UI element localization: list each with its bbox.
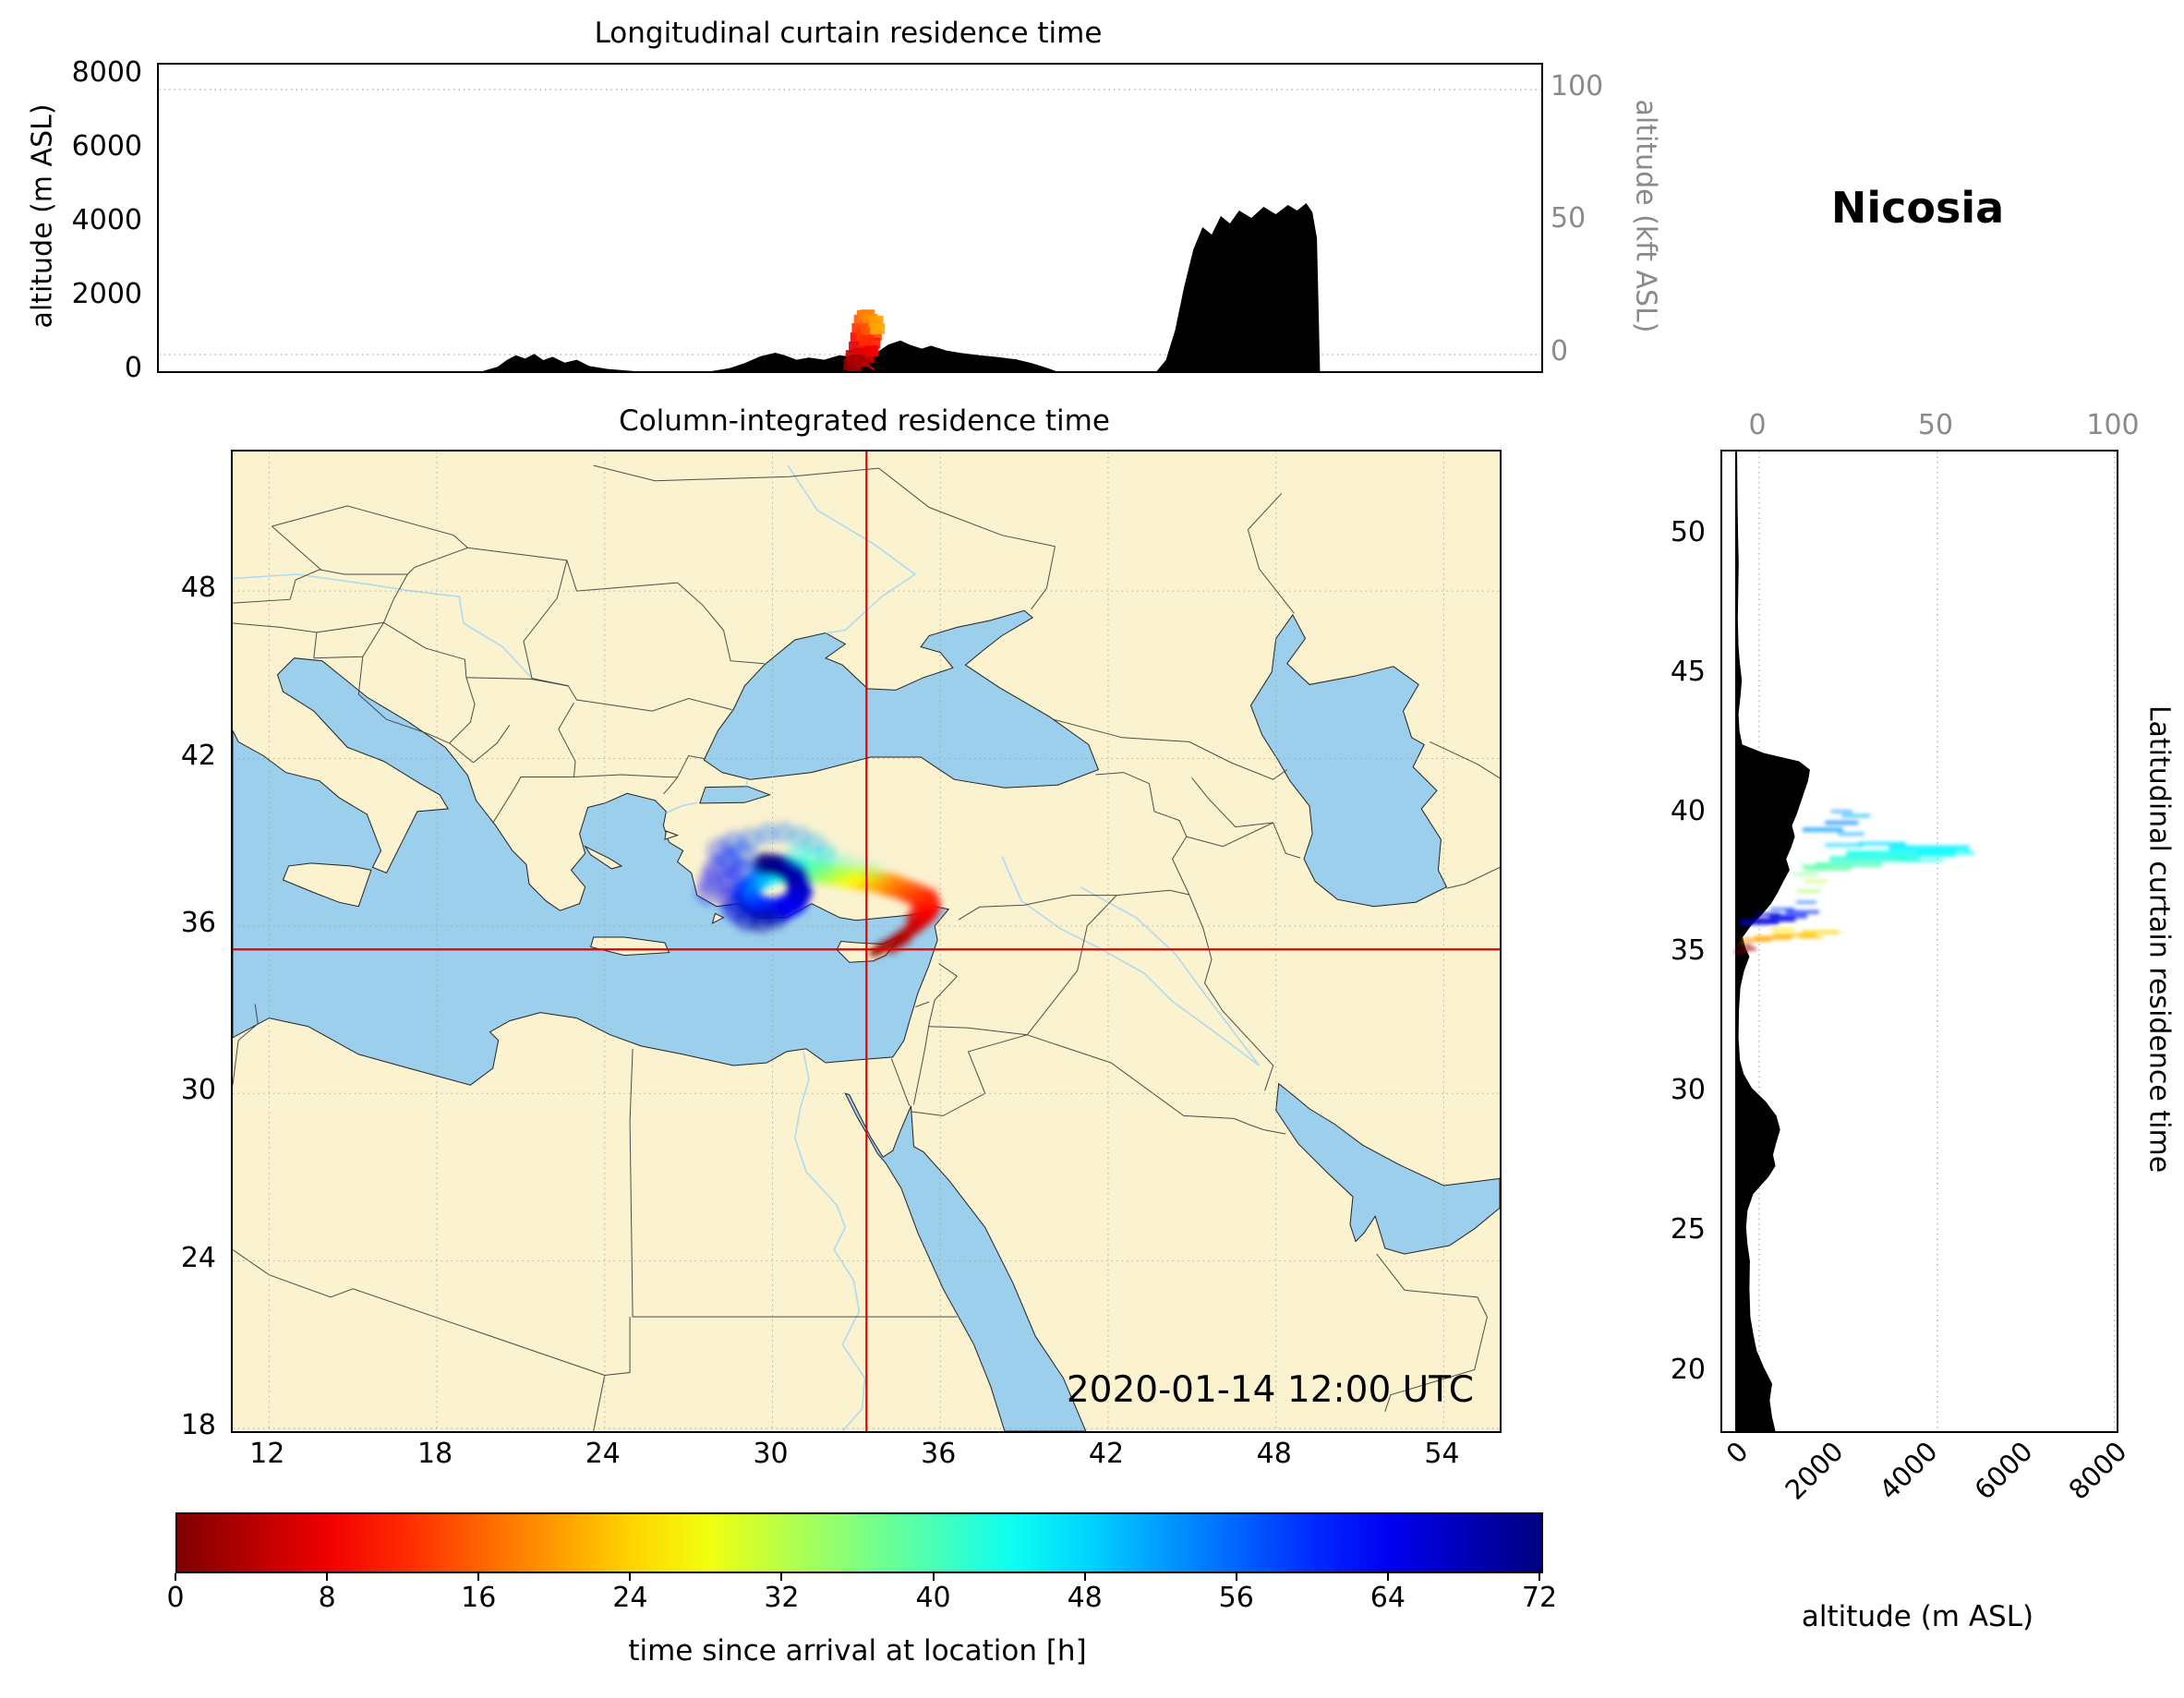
longitudinal-curtain-panel: [157, 63, 1543, 373]
map-plot: [233, 452, 1500, 1431]
latitudinal-curtain-plot: [1734, 452, 2116, 1431]
coastline: [844, 1092, 1087, 1431]
top-y-tick: 8000: [71, 56, 142, 89]
right-lat-tick: 45: [1670, 655, 1706, 688]
longitudinal-panel-title: Longitudinal curtain residence time: [594, 17, 1103, 50]
island: [590, 936, 670, 957]
top-y-tick: 4000: [71, 204, 142, 236]
colorbar-tick-mark: [1538, 1573, 1540, 1581]
island: [584, 845, 623, 870]
colorbar-tick-mark: [326, 1573, 329, 1581]
latitudinal-panel-title: Latitudinal curtain residence time: [2142, 704, 2176, 1174]
map-lon-tick: 24: [585, 1438, 621, 1470]
gridlines: [1758, 452, 2116, 1431]
colorbar-tick: 0: [166, 1582, 185, 1614]
country-borders: [233, 464, 1500, 1431]
longitudinal-curtain-plot: [159, 89, 1541, 371]
top-y-tick: 2000: [71, 278, 142, 310]
colorbar-tick-mark: [175, 1573, 176, 1581]
colorbar-tick-mark: [629, 1573, 632, 1581]
right-lat-tick: 40: [1670, 794, 1706, 827]
colorbar-tick: 64: [1370, 1582, 1406, 1614]
colorbar-tick-mark: [780, 1573, 783, 1581]
colorbar-tick-mark: [477, 1573, 480, 1581]
colorbar-tick: 16: [461, 1582, 497, 1614]
coastline: [699, 786, 772, 804]
map-lat-tick: 30: [180, 1074, 216, 1107]
coastline: [1275, 1082, 1500, 1255]
right-kft-tick: 100: [2086, 409, 2140, 441]
map-lat-tick: 18: [180, 1408, 216, 1441]
colorbar: [175, 1512, 1543, 1573]
right-lat-tick: 20: [1670, 1353, 1706, 1386]
right-alt-tick: 2000: [1778, 1435, 1850, 1506]
coastline: [233, 657, 950, 1086]
right-alt-tick: 0: [1719, 1435, 1755, 1470]
colorbar-tick: 56: [1218, 1582, 1254, 1614]
map-lon-tick: 18: [417, 1438, 453, 1470]
gridlines: [233, 452, 1500, 1431]
right-lat-tick: 25: [1670, 1213, 1706, 1246]
top-left-axis-label: altitude (m ASL): [26, 103, 59, 329]
colorbar-tick: 8: [318, 1582, 336, 1614]
map-lat-tick: 24: [180, 1241, 216, 1274]
map-panel-title: Column-integrated residence time: [619, 404, 1110, 438]
top-kft-tick: 50: [1551, 202, 1587, 235]
colorbar-gradient: [177, 1514, 1541, 1572]
colorbar-tick-mark: [1083, 1573, 1086, 1581]
colorbar-tick: 24: [612, 1582, 648, 1614]
colorbar-tick: 48: [1067, 1582, 1103, 1614]
plume-scatter: [694, 821, 941, 957]
map-lon-tick: 48: [1256, 1438, 1292, 1470]
top-y-tick: 6000: [71, 130, 142, 163]
map-lon-tick: 54: [1424, 1438, 1460, 1470]
island: [664, 830, 680, 840]
right-alt-tick: 4000: [1873, 1435, 1944, 1506]
gridlines: [159, 89, 1541, 355]
colorbar-label: time since arrival at location [h]: [628, 1634, 1087, 1668]
river-lines: [233, 464, 1261, 1431]
right-alt-tick: 8000: [2062, 1435, 2133, 1506]
top-y-tick: 0: [124, 352, 142, 384]
map-lat-tick: 42: [180, 739, 216, 772]
map-lon-tick: 12: [249, 1438, 285, 1470]
map-date-label: 2020-01-14 12:00 UTC: [1066, 1369, 1474, 1411]
colorbar-tick-mark: [1235, 1573, 1237, 1581]
right-lat-tick: 50: [1670, 515, 1706, 548]
right-alt-tick: 6000: [1967, 1435, 2039, 1506]
right-lat-tick: 35: [1670, 934, 1706, 968]
colorbar-tick: 72: [1521, 1582, 1558, 1614]
top-kft-tick: 0: [1551, 335, 1569, 367]
terrain-profile: [1735, 452, 1810, 1431]
top-right-axis-label: altitude (kft ASL): [1629, 99, 1662, 333]
colorbar-tick: 40: [915, 1582, 951, 1614]
colorbar-tick: 32: [764, 1582, 800, 1614]
crosshair-marker: [233, 452, 1500, 1431]
right-lat-tick: 30: [1670, 1074, 1706, 1107]
latitudinal-curtain-panel: [1720, 450, 2118, 1433]
map-lon-tick: 36: [921, 1438, 957, 1470]
island: [711, 912, 725, 924]
terrain-profile: [159, 203, 1541, 371]
island: [282, 862, 372, 908]
sea-polygons: [233, 609, 1500, 1431]
right-kft-tick: 50: [1917, 409, 1954, 441]
right-kft-tick: 0: [1748, 409, 1767, 441]
plume-scatter: [843, 309, 886, 371]
top-kft-tick: 100: [1551, 70, 1604, 102]
plume-scatter: [1734, 810, 1974, 954]
map-lat-tick: 48: [180, 572, 216, 605]
colorbar-tick-mark: [1386, 1573, 1389, 1581]
station-title: Nicosia: [1830, 183, 2005, 233]
map-lat-tick: 36: [180, 906, 216, 939]
right-panel-x-axis-label: altitude (m ASL): [1801, 1600, 2034, 1633]
map-lon-tick: 42: [1088, 1438, 1125, 1470]
map-panel: 2020-01-14 12:00 UTC: [231, 450, 1502, 1433]
colorbar-tick-mark: [932, 1573, 935, 1581]
map-lon-tick: 30: [753, 1438, 789, 1470]
